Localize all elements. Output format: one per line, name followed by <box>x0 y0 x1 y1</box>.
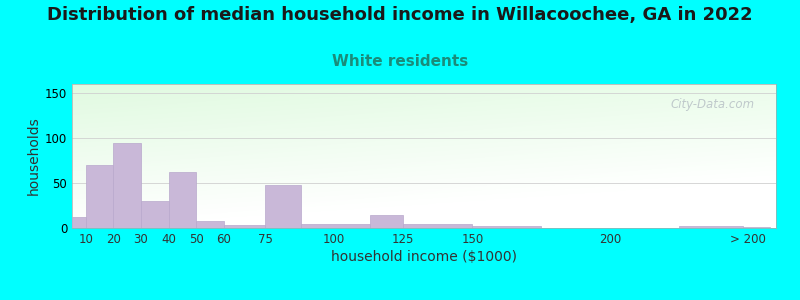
Bar <box>370 214 403 228</box>
Y-axis label: households: households <box>26 117 41 195</box>
Bar <box>196 221 224 228</box>
Bar <box>114 142 141 228</box>
Bar <box>266 185 301 228</box>
Bar <box>141 201 169 228</box>
Text: White residents: White residents <box>332 54 468 69</box>
Bar <box>743 227 770 228</box>
Bar <box>169 172 196 228</box>
Bar <box>86 165 114 228</box>
Bar <box>472 226 542 228</box>
Text: City-Data.com: City-Data.com <box>670 98 755 111</box>
Bar <box>301 224 370 228</box>
Bar <box>403 224 472 228</box>
Bar <box>72 217 86 228</box>
Bar <box>679 226 743 228</box>
Text: Distribution of median household income in Willacoochee, GA in 2022: Distribution of median household income … <box>47 6 753 24</box>
Bar <box>224 225 266 228</box>
X-axis label: household income ($1000): household income ($1000) <box>331 250 517 264</box>
